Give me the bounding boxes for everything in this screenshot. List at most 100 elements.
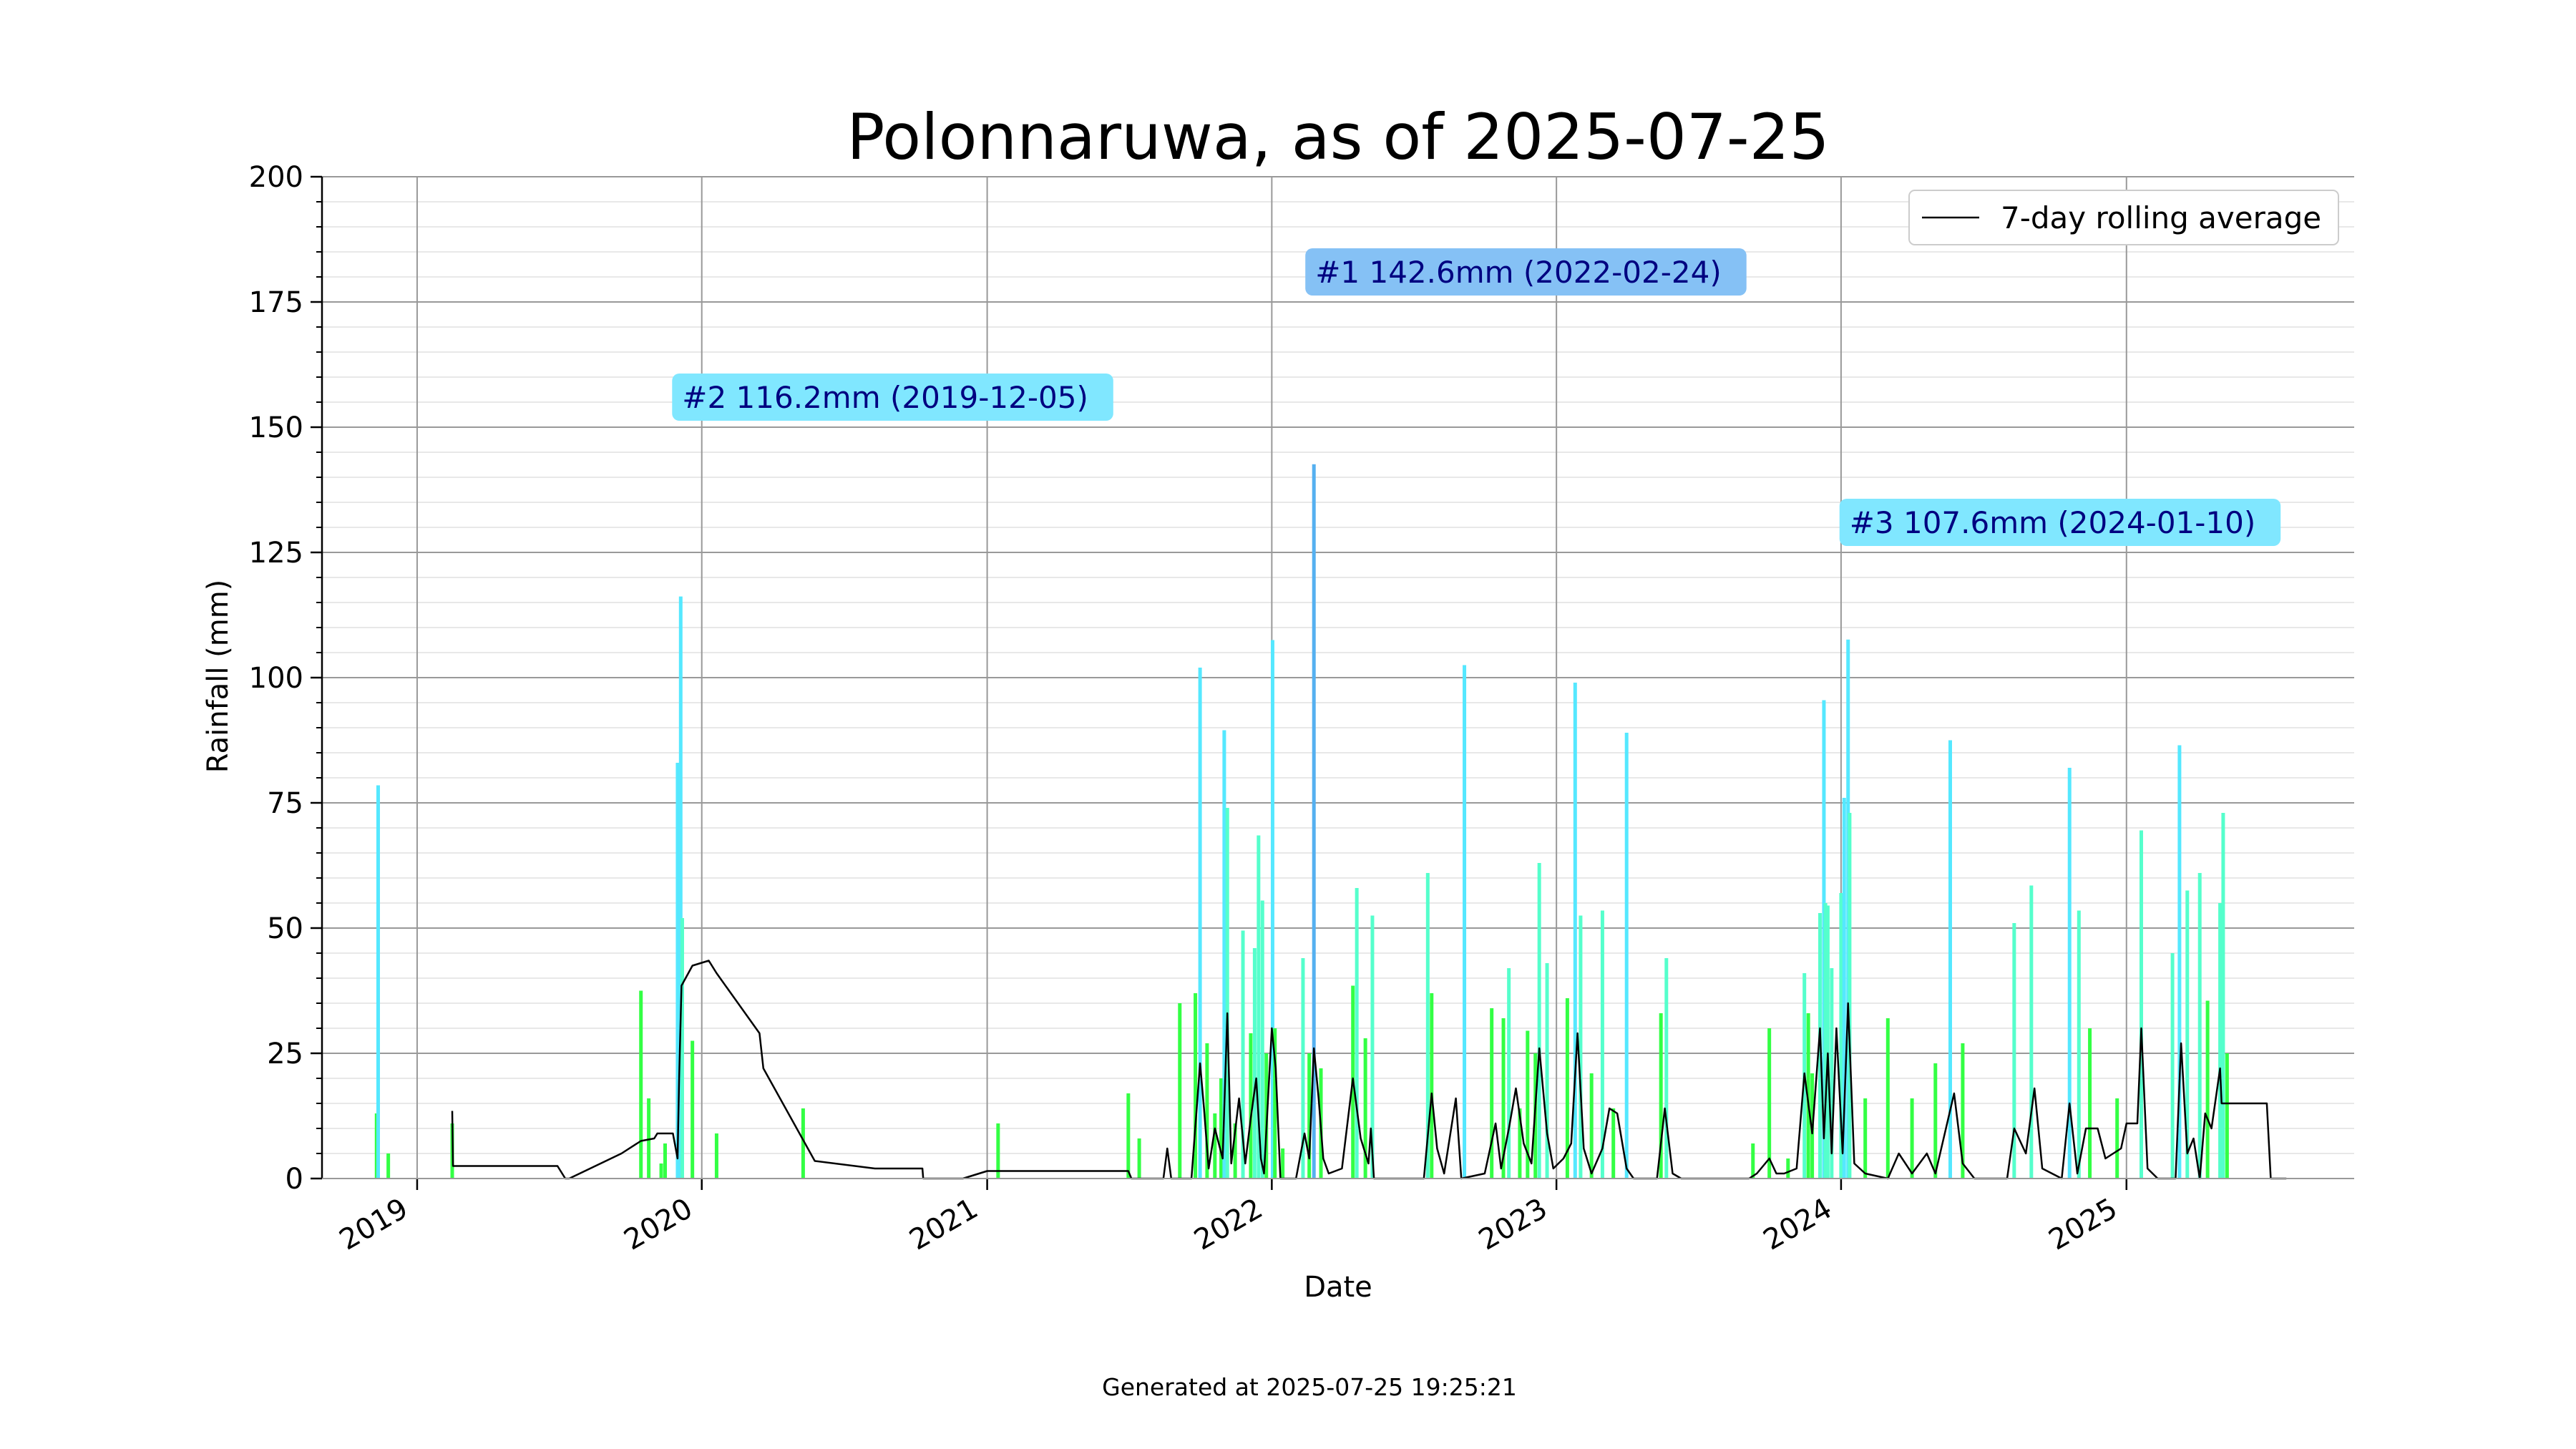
rainfall-bar [1490,1008,1494,1179]
top-rainfall-annotations: #1 142.6mm (2022-02-24) #2 116.2mm (2019-… [672,248,2281,546]
annotation-box [1839,499,2281,546]
rainfall-bar [1825,905,1830,1179]
x-tick-label: 2019 [334,1192,414,1257]
annotation-box [672,374,1113,421]
rolling-average-path [451,960,2287,1180]
rainfall-bar [1573,683,1577,1179]
rainfall-bar [376,785,380,1179]
rainfall-bar [1178,1003,1182,1179]
x-tick-label: 2020 [619,1192,698,1257]
rainfall-bar [1600,910,1604,1179]
rainfall-bar [1241,930,1245,1179]
rainfall-bar [1933,1063,1938,1179]
rainfall-bar [1910,1098,1914,1179]
annotation-label: #2 116.2mm (2019-12-05) [682,380,1088,415]
rainfall-bar [1370,915,1375,1179]
y-tick-label: 150 [249,411,303,444]
rainfall-bar [2225,1053,2229,1179]
chart-title: Polonnaruwa, as of 2025-07-25 [847,100,1829,174]
rainfall-bar [1222,730,1226,1179]
x-tick-label: 2023 [1473,1192,1553,1257]
rainfall-bar [714,1133,718,1179]
y-axis-label: Rainfall (mm) [202,580,235,774]
rainfall-bar [2177,745,2182,1179]
rainfall-bar [2067,768,2072,1179]
rainfall-bar [1501,1018,1506,1179]
rainfall-bar [1126,1093,1131,1179]
rainfall-bar [1961,1043,1965,1179]
rainfall-bar [663,1143,668,1179]
rainfall-bar [1363,1038,1367,1179]
rainfall-bar [1301,958,1305,1179]
rainfall-bar [1312,464,1316,1179]
rainfall-bar [2088,1028,2092,1179]
rainfall-bar [1786,1158,1790,1179]
y-tick-label: 0 [286,1163,303,1196]
rainfall-bar [2029,885,2034,1179]
rainfall-bar [1751,1143,1755,1179]
rainfall-bar [1624,733,1629,1179]
rainfall-bar [1830,968,1834,1179]
y-tick-label: 75 [267,787,303,820]
rainfall-bar [1219,1078,1224,1179]
rainfall-bar [1589,1073,1594,1179]
rainfall-bar [1425,873,1430,1179]
rainfall-bar [1463,665,1467,1179]
rainfall-bar [1659,1013,1663,1179]
rainfall-bar [2115,1098,2119,1179]
rainfall-bar [1213,1113,1217,1179]
rainfall-bar [2218,903,2223,1179]
rainfall-bar [680,918,684,1179]
annotation-label: #1 142.6mm (2022-02-24) [1315,255,1722,290]
rainfall-bar [1225,808,1229,1179]
rainfall-bar [386,1153,391,1179]
x-axis-label: Date [1304,1271,1372,1304]
rainfall-bar [996,1123,1000,1179]
daily-rainfall-bars [374,464,2229,1179]
annotation-box [1305,248,1747,296]
rainfall-bar [1842,798,1846,1179]
rainfall-bar [2185,890,2190,1179]
rainfall-bar [1198,668,1202,1179]
annotation-label: #3 107.6mm (2024-01-10) [1850,505,2256,540]
rainfall-bar [1518,1108,1522,1179]
y-tick-label: 100 [249,662,303,695]
rainfall-bar [675,763,680,1179]
rainfall-bar [647,1098,651,1179]
x-tick-label: 2022 [1189,1192,1268,1257]
rainfall-bar [1257,835,1261,1179]
y-tick-label: 25 [267,1038,303,1070]
y-tick-label: 200 [249,161,303,194]
rainfall-bar [1249,1033,1253,1179]
rainfall-bar [1537,863,1541,1179]
rainfall-bar [801,1108,805,1179]
x-tick-label: 2021 [904,1192,983,1257]
rainfall-bar [1806,1013,1810,1179]
rainfall-bar [1885,1018,1890,1179]
rainfall-bar [1948,740,1952,1179]
rainfall-bar [1664,958,1669,1179]
rainfall-bar [1270,640,1274,1179]
rainfall-bar [1545,963,1549,1179]
y-tick-label: 50 [267,912,303,945]
rainfall-bar [1579,915,1583,1179]
rainfall-bar [1233,1123,1237,1179]
rainfall-bar [678,596,683,1179]
rainfall-bar [659,1163,663,1179]
rainfall-bar [1507,968,1511,1179]
rainfall-bar [2170,953,2175,1179]
rolling-average-line [451,960,2287,1180]
rainfall-bar [1252,948,1257,1179]
rainfall-bar [1839,893,1843,1179]
rainfall-bar [1273,1028,1277,1179]
rainfall-bar [1205,1043,1209,1179]
x-tick-label: 2025 [2044,1192,2123,1257]
legend: 7-day rolling average [1908,190,2339,245]
y-tick-label: 125 [249,537,303,570]
rainfall-bar [1848,813,1852,1179]
rainfall-bar [1260,900,1264,1179]
y-tick-label: 175 [249,286,303,319]
minor-gridlines [322,201,2354,1154]
rainfall-bar [2197,873,2202,1179]
